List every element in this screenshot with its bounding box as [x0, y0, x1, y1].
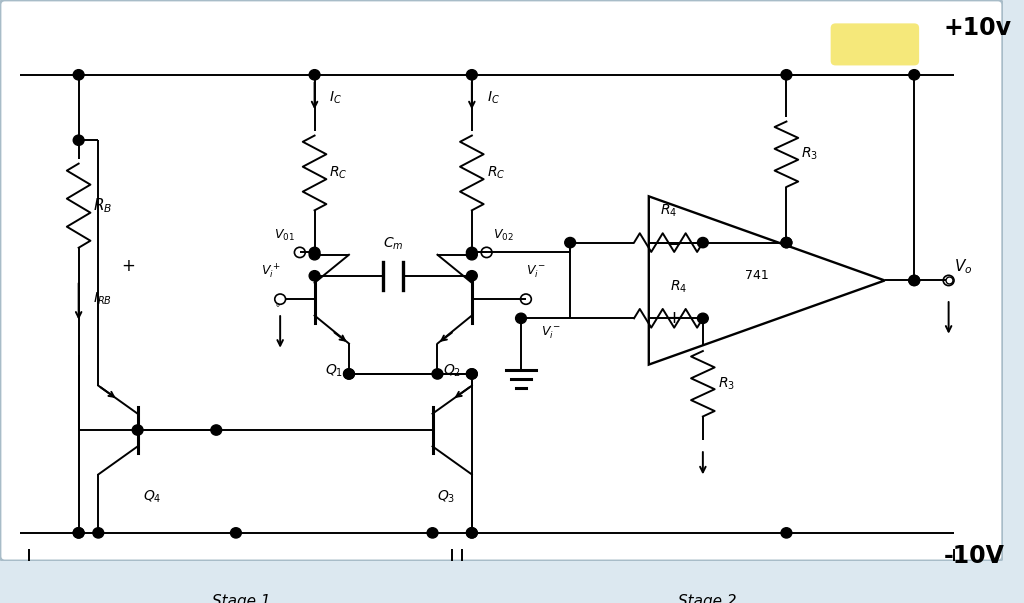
Circle shape: [309, 250, 319, 260]
Text: $V_i^-$: $V_i^-$: [541, 324, 560, 341]
Text: $Q_4$: $Q_4$: [142, 488, 161, 505]
Circle shape: [211, 425, 221, 435]
Circle shape: [74, 528, 84, 538]
Text: $R_3$: $R_3$: [718, 376, 734, 392]
Text: Stage 2: Stage 2: [679, 593, 737, 603]
Circle shape: [74, 135, 84, 145]
Circle shape: [781, 238, 792, 248]
Text: $I_C$: $I_C$: [486, 90, 500, 106]
Text: $V_i^-$: $V_i^-$: [526, 264, 546, 280]
Text: $R_B$: $R_B$: [93, 197, 113, 215]
Text: $Q_1$: $Q_1$: [326, 362, 343, 379]
Circle shape: [467, 271, 477, 281]
Circle shape: [467, 247, 477, 257]
Text: $I_{RB}$: $I_{RB}$: [93, 291, 113, 308]
Circle shape: [467, 369, 477, 379]
Circle shape: [909, 70, 920, 80]
Text: -10V: -10V: [944, 545, 1005, 568]
Text: $V_i^+$: $V_i^+$: [261, 262, 281, 280]
Text: $-$: $-$: [666, 233, 681, 251]
Text: +10v: +10v: [944, 16, 1012, 40]
Circle shape: [467, 250, 477, 260]
Circle shape: [909, 276, 920, 286]
Text: $C_m$: $C_m$: [383, 236, 403, 253]
Circle shape: [781, 238, 792, 248]
Circle shape: [427, 528, 438, 538]
Circle shape: [467, 528, 477, 538]
Text: $R_C$: $R_C$: [486, 165, 505, 181]
Circle shape: [309, 271, 319, 281]
FancyBboxPatch shape: [0, 0, 1002, 561]
Circle shape: [132, 425, 143, 435]
Circle shape: [467, 70, 477, 80]
Text: $Q_3$: $Q_3$: [437, 488, 456, 505]
Text: $+$: $+$: [121, 257, 135, 276]
Text: Stage 1: Stage 1: [212, 593, 270, 603]
Circle shape: [467, 528, 477, 538]
Text: $+$: $+$: [666, 309, 681, 327]
Circle shape: [432, 369, 442, 379]
FancyBboxPatch shape: [830, 24, 920, 66]
Text: $R_C$: $R_C$: [330, 165, 348, 181]
Text: $I_C$: $I_C$: [330, 90, 342, 106]
Circle shape: [344, 369, 354, 379]
Circle shape: [309, 70, 319, 80]
Circle shape: [781, 528, 792, 538]
Circle shape: [697, 313, 709, 323]
Circle shape: [309, 247, 319, 257]
Circle shape: [565, 238, 575, 248]
Text: $Q_2$: $Q_2$: [443, 362, 461, 379]
Circle shape: [74, 70, 84, 80]
Circle shape: [781, 70, 792, 80]
Circle shape: [516, 313, 526, 323]
Text: $V_{01}$: $V_{01}$: [274, 228, 295, 243]
Text: $R_4$: $R_4$: [670, 279, 687, 295]
Circle shape: [467, 369, 477, 379]
Circle shape: [93, 528, 103, 538]
Text: $R_4$: $R_4$: [659, 203, 677, 219]
Circle shape: [230, 528, 242, 538]
Text: $\circ$: $\circ$: [273, 299, 281, 309]
Text: $V_{02}$: $V_{02}$: [494, 228, 514, 243]
Circle shape: [909, 276, 920, 286]
Text: $R_3$: $R_3$: [801, 146, 818, 162]
Circle shape: [74, 528, 84, 538]
Text: $V_o$: $V_o$: [953, 257, 972, 276]
Circle shape: [697, 238, 709, 248]
Circle shape: [344, 369, 354, 379]
Text: 741: 741: [745, 270, 769, 282]
